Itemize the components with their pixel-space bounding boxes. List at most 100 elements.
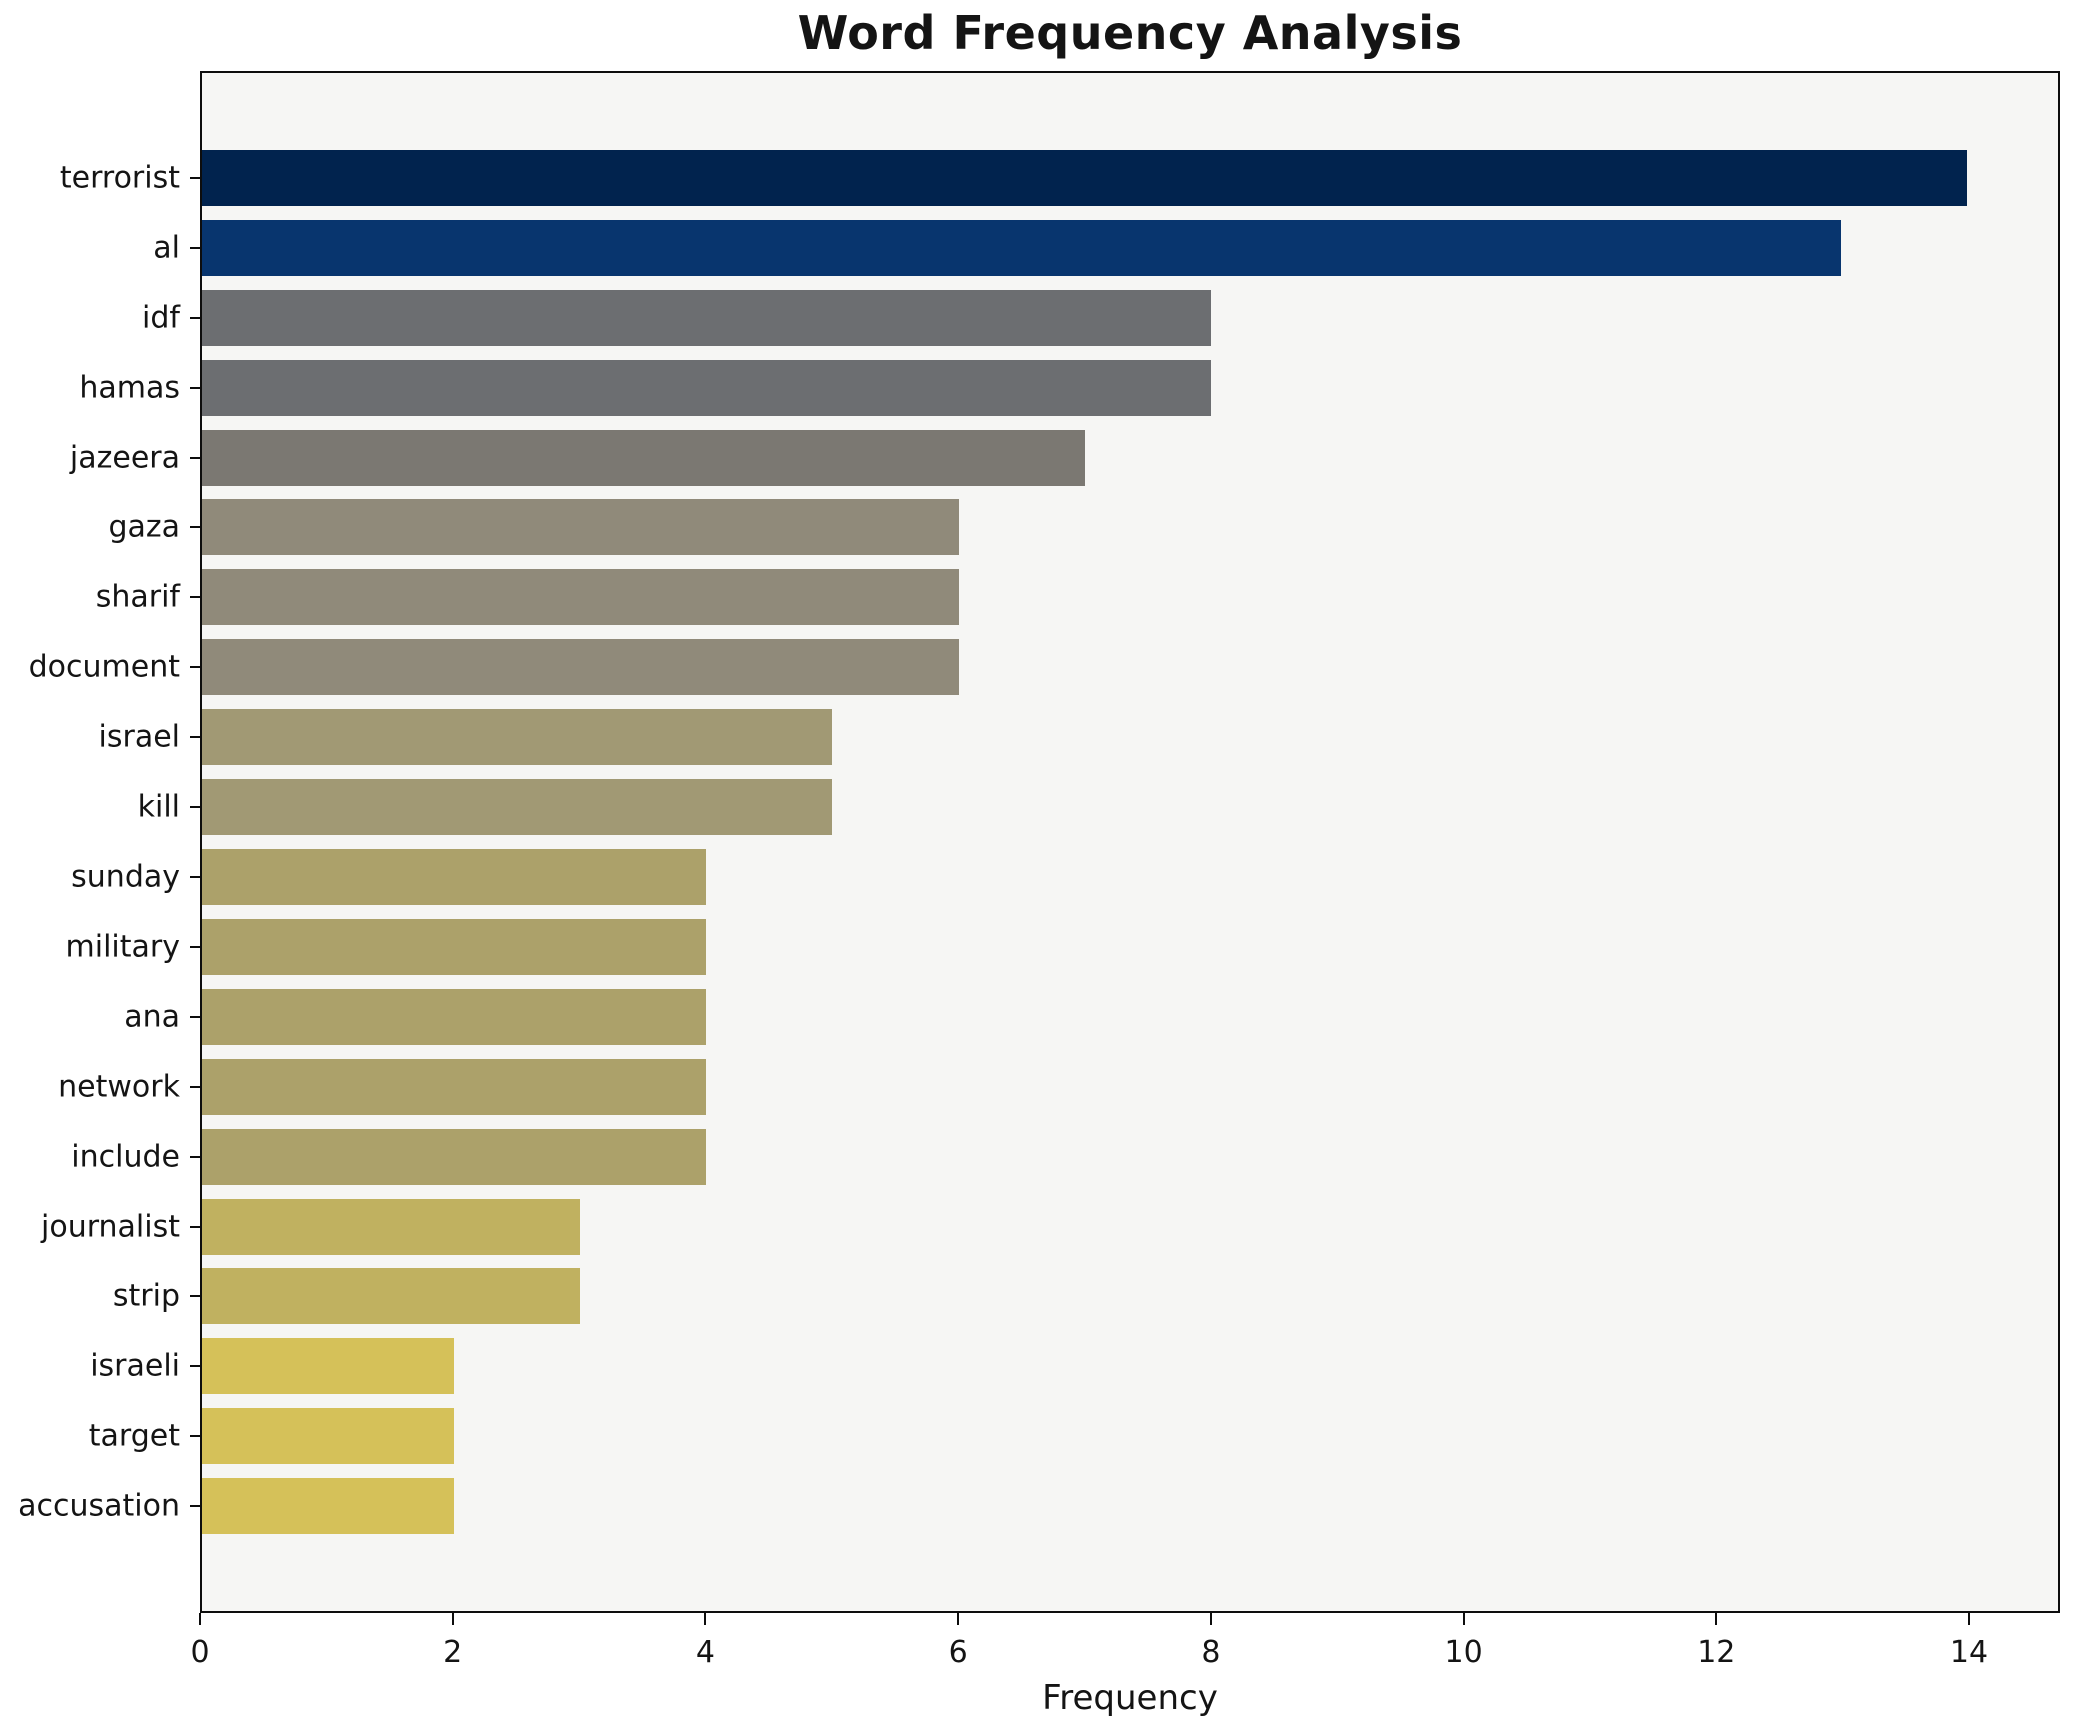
- y-axis-label: gaza: [108, 509, 180, 545]
- y-axis-label: target: [88, 1418, 180, 1454]
- x-tick-label: 6: [948, 1635, 968, 1670]
- bar: [202, 429, 1085, 486]
- x-tick-label: 0: [190, 1635, 210, 1670]
- bar: [202, 918, 707, 975]
- bar: [202, 849, 707, 906]
- x-tick-mark: [1462, 1613, 1465, 1625]
- y-tick-mark: [190, 1365, 202, 1368]
- y-tick-mark: [190, 806, 202, 809]
- bar: [202, 499, 959, 556]
- plot-area: terrorist al idf hamas jazeera gaza sharif docu…: [18, 71, 2060, 1613]
- bar: [202, 1058, 707, 1115]
- bar: [202, 289, 1211, 346]
- y-tick-mark: [190, 176, 202, 179]
- x-tick-label: 12: [1697, 1635, 1736, 1670]
- y-axis-label: include: [71, 1139, 180, 1175]
- x-tick-label: 2: [443, 1635, 463, 1670]
- y-tick-mark: [190, 1225, 202, 1228]
- x-tick-label: 4: [695, 1635, 715, 1670]
- bar-row: target: [89, 1401, 2058, 1471]
- bar: [202, 569, 959, 626]
- y-tick-mark: [190, 1155, 202, 1158]
- x-tick-mark: [1715, 1613, 1718, 1625]
- y-tick-mark: [190, 1295, 202, 1298]
- y-axis-label: accusation: [18, 1488, 180, 1524]
- bar-row: israel: [99, 702, 2058, 772]
- bar: [202, 709, 833, 766]
- bar: [202, 1198, 581, 1255]
- bar: [202, 1478, 455, 1535]
- y-tick-mark: [190, 736, 202, 739]
- y-tick-mark: [190, 945, 202, 948]
- x-tick-mark: [1209, 1613, 1212, 1625]
- y-tick-mark: [190, 526, 202, 529]
- bar-row: accusation: [18, 1471, 2058, 1541]
- y-axis-label: sharif: [95, 579, 180, 615]
- y-tick-mark: [190, 1015, 202, 1018]
- y-axis-label: journalist: [41, 1209, 180, 1245]
- bar: [202, 639, 959, 696]
- bar: [202, 219, 1842, 276]
- x-tick-mark: [704, 1613, 707, 1625]
- y-tick-mark: [190, 386, 202, 389]
- bar-row: al: [153, 213, 2058, 283]
- y-axis-label: military: [65, 929, 180, 965]
- x-tick-label: 14: [1949, 1635, 1989, 1670]
- bar-row: include: [71, 1122, 2058, 1192]
- x-tick-mark: [1968, 1613, 1971, 1625]
- bar-row: idf: [142, 283, 2058, 353]
- y-axis-label: idf: [142, 300, 180, 336]
- y-axis-label: sunday: [71, 859, 180, 895]
- y-axis-label: jazeera: [69, 440, 180, 476]
- y-tick-mark: [190, 456, 202, 459]
- y-axis-label: israel: [98, 719, 180, 755]
- bar-row: sunday: [71, 842, 2058, 912]
- bar: [202, 988, 707, 1045]
- bar-row: gaza: [108, 493, 2058, 563]
- bar: [202, 1128, 707, 1185]
- y-tick-mark: [190, 666, 202, 669]
- bar: [202, 149, 1968, 206]
- y-axis-label: kill: [137, 789, 180, 825]
- bar: [202, 1408, 455, 1465]
- x-tick-mark: [957, 1613, 960, 1625]
- bar-row: kill: [138, 772, 2058, 842]
- bar-row: jazeera: [70, 423, 2058, 493]
- bar-row: sharif: [96, 562, 2058, 632]
- x-tick-label: 10: [1444, 1635, 1483, 1670]
- bar-row: document: [29, 632, 2058, 702]
- x-tick-label: 8: [1201, 1635, 1221, 1670]
- bar-row: journalist: [41, 1192, 2058, 1262]
- y-tick-mark: [190, 1505, 202, 1508]
- bar-row: terrorist: [60, 143, 2058, 213]
- x-axis-title: Frequency: [1042, 1678, 1218, 1718]
- x-tick-mark: [199, 1613, 201, 1625]
- bar-row: israeli: [90, 1331, 2058, 1401]
- y-tick-mark: [190, 596, 202, 599]
- bar: [202, 1268, 581, 1325]
- y-tick-mark: [190, 876, 202, 879]
- y-axis-label: document: [28, 649, 180, 685]
- y-axis-label: strip: [112, 1278, 180, 1314]
- x-tick-mark: [451, 1613, 454, 1625]
- bar: [202, 1338, 455, 1395]
- y-axis-label: ana: [124, 999, 180, 1035]
- bar: [202, 779, 833, 836]
- bar-row: strip: [113, 1262, 2058, 1332]
- y-axis-label: terrorist: [59, 160, 180, 196]
- y-tick-mark: [190, 1435, 202, 1438]
- bar-row: network: [58, 1052, 2058, 1122]
- y-axis-label: al: [153, 230, 180, 266]
- bar-row: hamas: [79, 353, 2058, 423]
- y-tick-mark: [190, 1085, 202, 1088]
- y-axis-label: hamas: [79, 370, 180, 406]
- bar-row: military: [66, 912, 2058, 982]
- bar-row: ana: [124, 982, 2058, 1052]
- x-axis: 0 2 4 6 8 10 12 14: [190, 1613, 2060, 1693]
- y-axis-label: network: [58, 1069, 180, 1105]
- y-tick-mark: [190, 316, 202, 319]
- y-tick-mark: [190, 246, 202, 249]
- bar: [202, 359, 1211, 416]
- chart-title: Word Frequency Analysis: [797, 6, 1463, 60]
